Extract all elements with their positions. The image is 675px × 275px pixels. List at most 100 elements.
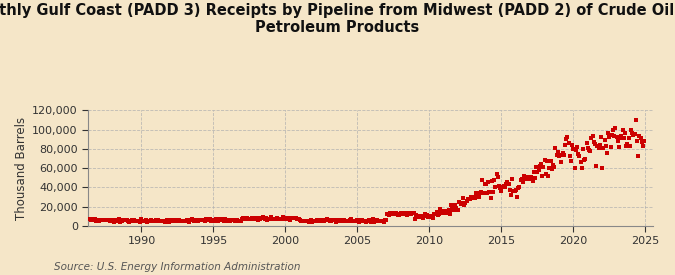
Point (359, 219, 370, 223)
Point (601, 151, 612, 155)
Point (147, 219, 158, 223)
Point (132, 219, 143, 224)
Point (248, 216, 259, 221)
Point (157, 219, 167, 223)
Point (598, 146, 609, 150)
Point (144, 219, 155, 223)
Point (160, 219, 171, 224)
Point (285, 218, 296, 222)
Point (632, 139, 643, 144)
Point (271, 217, 281, 221)
Point (325, 219, 336, 223)
Point (556, 160, 567, 164)
Point (498, 184, 509, 188)
Point (452, 208, 462, 212)
Point (346, 217, 357, 221)
Point (430, 212, 441, 216)
Point (504, 188, 515, 192)
Point (126, 218, 137, 223)
Point (94, 218, 105, 223)
Point (252, 218, 263, 222)
Point (182, 218, 192, 222)
Point (115, 219, 126, 224)
Point (358, 219, 369, 223)
Point (213, 219, 223, 223)
Point (476, 189, 487, 194)
Point (436, 211, 447, 215)
Point (109, 220, 119, 224)
Point (217, 217, 227, 221)
Point (392, 212, 402, 216)
Point (254, 216, 265, 221)
Point (595, 143, 605, 147)
Point (557, 151, 568, 155)
Point (201, 217, 212, 222)
Point (427, 216, 438, 220)
Point (294, 218, 305, 222)
Point (431, 210, 442, 214)
Point (317, 218, 328, 222)
Point (563, 140, 574, 145)
Point (512, 195, 522, 199)
Point (526, 175, 537, 179)
Point (561, 137, 572, 141)
Point (87, 218, 98, 222)
Point (634, 133, 645, 138)
Point (574, 154, 585, 159)
Point (514, 185, 524, 189)
Point (322, 217, 333, 221)
Point (449, 203, 460, 208)
Point (205, 217, 215, 221)
Point (425, 215, 436, 219)
Point (473, 195, 484, 200)
Point (610, 126, 621, 131)
Text: Source: U.S. Energy Information Administration: Source: U.S. Energy Information Administ… (54, 262, 300, 272)
Point (524, 177, 535, 181)
Point (421, 214, 431, 219)
Point (388, 211, 399, 216)
Point (297, 219, 308, 223)
Point (107, 219, 118, 223)
Point (333, 219, 344, 223)
Point (84, 217, 95, 222)
Point (394, 213, 405, 217)
Point (256, 216, 267, 220)
Point (215, 217, 226, 222)
Point (400, 211, 411, 216)
Point (339, 218, 350, 222)
Point (593, 145, 604, 150)
Point (134, 219, 144, 224)
Point (467, 194, 478, 199)
Point (503, 182, 514, 186)
Point (161, 218, 172, 223)
Point (489, 178, 500, 182)
Point (206, 219, 217, 224)
Point (93, 218, 104, 223)
Point (368, 217, 379, 221)
Point (568, 147, 578, 151)
Point (292, 217, 303, 221)
Point (203, 218, 214, 222)
Point (611, 134, 622, 139)
Point (381, 218, 392, 222)
Point (398, 211, 408, 216)
Point (477, 178, 487, 182)
Point (362, 219, 373, 223)
Point (255, 216, 266, 221)
Point (325, 219, 335, 223)
Point (497, 185, 508, 189)
Point (236, 219, 246, 223)
Point (501, 182, 512, 186)
Point (327, 218, 338, 222)
Point (493, 184, 504, 188)
Point (328, 218, 339, 222)
Point (113, 217, 124, 221)
Point (118, 217, 129, 222)
Point (288, 216, 299, 220)
Point (122, 218, 132, 222)
Point (416, 214, 427, 219)
Point (135, 219, 146, 224)
Point (479, 182, 490, 186)
Point (532, 170, 543, 175)
Point (468, 196, 479, 200)
